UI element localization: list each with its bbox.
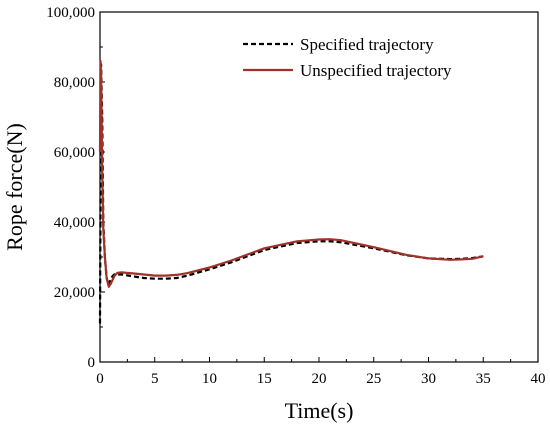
legend-label: Specified trajectory: [300, 35, 434, 54]
series-line-specified: [98, 63, 484, 324]
x-axis-title: Time(s): [285, 398, 354, 423]
y-tick-label: 80,000: [54, 75, 95, 91]
x-tick-label: 10: [202, 371, 217, 387]
series-line-unspecified: [98, 59, 484, 288]
x-tick-label: 40: [531, 371, 546, 387]
series-layer: [98, 59, 484, 324]
y-tick-label: 100,000: [46, 5, 95, 21]
x-tick-label: 20: [312, 371, 327, 387]
y-axis-title: Rope force(N): [2, 123, 27, 251]
x-axis-ticks: 0 5 10 15 20 25 30 35 40: [96, 357, 546, 387]
x-tick-label: 0: [96, 371, 104, 387]
x-tick-label: 15: [257, 371, 272, 387]
y-tick-label: 20,000: [54, 285, 95, 301]
legend: Specified trajectory Unspecified trajecto…: [243, 35, 452, 80]
y-axis-ticks: 0 20,000 40,000 60,000 80,000 100,000: [46, 5, 105, 371]
y-tick-label: 60,000: [54, 145, 95, 161]
x-tick-label: 30: [421, 371, 436, 387]
y-tick-label: 40,000: [54, 215, 95, 231]
y-tick-label: 0: [88, 355, 96, 371]
x-tick-label: 35: [476, 371, 491, 387]
legend-label: Unspecified trajectory: [300, 61, 452, 80]
x-tick-label: 5: [151, 371, 159, 387]
x-tick-label: 25: [366, 371, 381, 387]
